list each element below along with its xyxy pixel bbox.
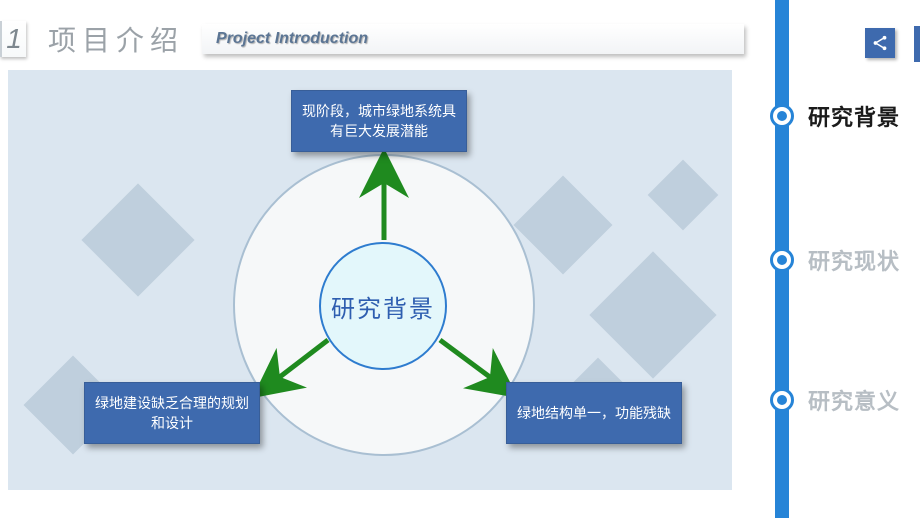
section-number: 1: [6, 23, 22, 55]
section-number-box: 1: [0, 21, 26, 57]
center-label: 研究背景: [331, 289, 435, 324]
node-right-text: 绿地结构单一，功能残缺: [517, 403, 671, 423]
bg-shape: [648, 160, 719, 231]
bg-shape: [81, 183, 194, 296]
nav-label: 研究背景: [808, 100, 900, 132]
nav-bullet-icon: [770, 248, 794, 272]
section-title-en-box: Project Introduction: [202, 24, 744, 54]
bg-shape: [589, 251, 716, 378]
nav-item-significance[interactable]: 研究意义: [770, 384, 900, 416]
diagram-stage: 研究背景 现阶段，城市绿地系统具有巨大发展潜能 绿地建设缺乏合理的规划和设计 绿…: [8, 70, 732, 490]
section-title-cn: 项目介绍: [48, 19, 184, 59]
node-left-text: 绿地建设缺乏合理的规划和设计: [95, 393, 249, 434]
nav-label: 研究现状: [808, 244, 900, 276]
bg-shape: [514, 176, 613, 275]
nav-bullet-icon: [770, 104, 794, 128]
section-title-en: Project Introduction: [216, 30, 368, 48]
nav-label: 研究意义: [808, 384, 900, 416]
node-left: 绿地建设缺乏合理的规划和设计: [84, 382, 260, 444]
nav-item-background[interactable]: 研究背景: [770, 100, 900, 132]
node-top-text: 现阶段，城市绿地系统具有巨大发展潜能: [302, 101, 456, 142]
node-right: 绿地结构单一，功能残缺: [506, 382, 682, 444]
share-icon: [871, 34, 889, 52]
center-circle: 研究背景: [319, 242, 447, 370]
node-top: 现阶段，城市绿地系统具有巨大发展潜能: [291, 90, 467, 152]
side-edge: [914, 26, 920, 62]
share-button[interactable]: [865, 28, 895, 58]
nav-item-status[interactable]: 研究现状: [770, 244, 900, 276]
nav-bullet-icon: [770, 388, 794, 412]
